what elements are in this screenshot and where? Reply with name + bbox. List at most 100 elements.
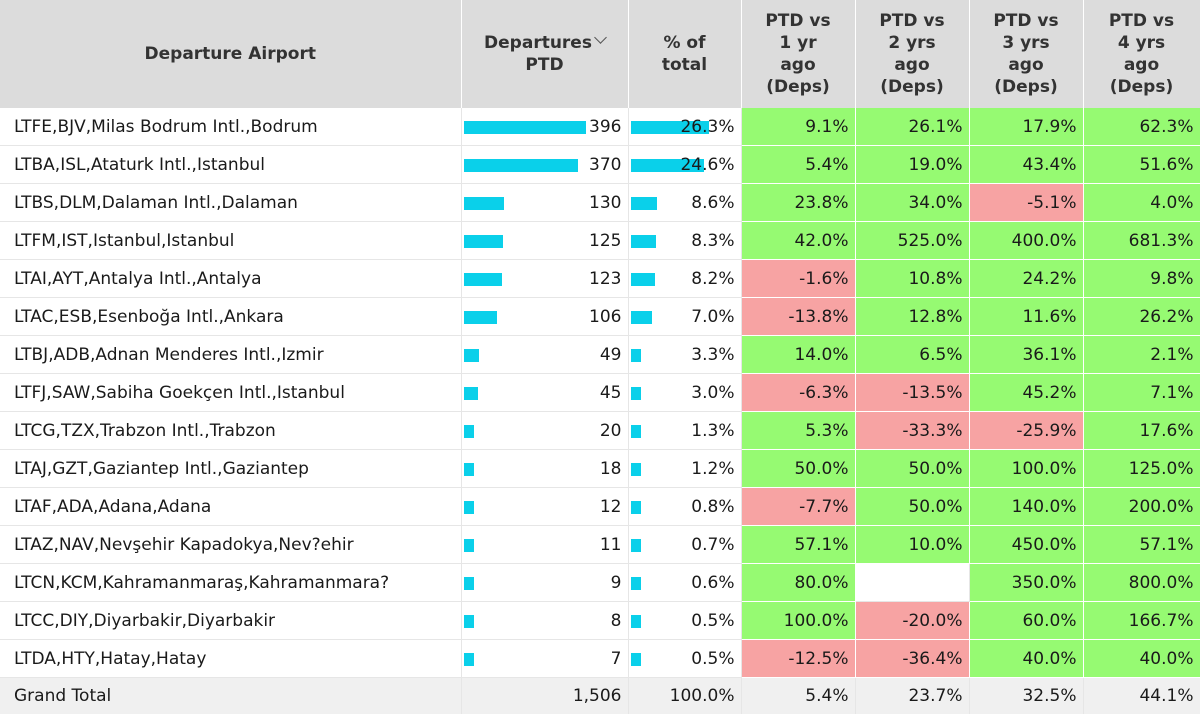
pct-total-bar xyxy=(631,501,641,514)
ptd-vs3-cell: 140.0% xyxy=(969,488,1083,526)
airport-cell: LTBJ,ADB,Adnan Menderes Intl.,Izmir xyxy=(0,336,461,374)
ptd-vs2-cell: 19.0% xyxy=(855,146,969,184)
grand-total-label: Grand Total xyxy=(0,678,461,714)
pct-total-value: 3.3% xyxy=(691,345,734,365)
ptd-vs2-cell: 50.0% xyxy=(855,488,969,526)
pct-total-cell: 1.2% xyxy=(628,450,741,488)
departures-value: 12 xyxy=(600,497,622,517)
departures-value: 49 xyxy=(600,345,622,365)
pct-total-value: 1.3% xyxy=(691,421,734,441)
ptd-vs3-cell: 11.6% xyxy=(969,298,1083,336)
ptd-vs4-cell: 17.6% xyxy=(1083,412,1200,450)
departures-cell: 8 xyxy=(461,602,628,640)
ptd-vs2-cell: 12.8% xyxy=(855,298,969,336)
departures-value: 370 xyxy=(589,155,621,175)
departures-bar xyxy=(464,159,578,172)
departures-value: 396 xyxy=(589,117,621,137)
pct-total-bar xyxy=(631,615,641,628)
grand-total-vs2: 23.7% xyxy=(855,678,969,714)
departures-bar xyxy=(464,463,474,476)
ptd-vs1-cell: 50.0% xyxy=(741,450,855,488)
pct-total-bar xyxy=(631,425,641,438)
departures-bar xyxy=(464,577,474,590)
header-departure-airport[interactable]: Departure Airport xyxy=(0,0,461,108)
departures-value: 45 xyxy=(600,383,622,403)
pct-total-cell: 26.3% xyxy=(628,108,741,146)
ptd-vs1-cell: 23.8% xyxy=(741,184,855,222)
ptd-vs3-cell: -5.1% xyxy=(969,184,1083,222)
ptd-vs2-cell: 10.8% xyxy=(855,260,969,298)
header-departures-ptd[interactable]: Departures PTD xyxy=(461,0,628,108)
ptd-vs3-cell: -25.9% xyxy=(969,412,1083,450)
departures-bar xyxy=(464,653,474,666)
pct-total-value: 0.8% xyxy=(691,497,734,517)
ptd-vs4-cell: 62.3% xyxy=(1083,108,1200,146)
ptd-vs2-cell: 34.0% xyxy=(855,184,969,222)
ptd-vs4-cell: 800.0% xyxy=(1083,564,1200,602)
pct-total-bar xyxy=(631,577,641,590)
departures-cell: 11 xyxy=(461,526,628,564)
departures-cell: 45 xyxy=(461,374,628,412)
airport-cell: LTDA,HTY,Hatay,Hatay xyxy=(0,640,461,678)
ptd-vs1-cell: 57.1% xyxy=(741,526,855,564)
ptd-vs1-cell: -6.3% xyxy=(741,374,855,412)
pct-total-cell: 3.0% xyxy=(628,374,741,412)
ptd-vs2-cell: 10.0% xyxy=(855,526,969,564)
pct-total-value: 8.2% xyxy=(691,269,734,289)
ptd-vs1-cell: 9.1% xyxy=(741,108,855,146)
table-row[interactable]: LTBJ,ADB,Adnan Menderes Intl.,Izmir 49 3.3… xyxy=(0,336,1200,374)
departures-bar xyxy=(464,501,474,514)
pct-total-cell: 0.8% xyxy=(628,488,741,526)
departures-cell: 9 xyxy=(461,564,628,602)
grand-total-vs4: 44.1% xyxy=(1083,678,1200,714)
header-pct-total[interactable]: % of total xyxy=(628,0,741,108)
departures-value: 8 xyxy=(611,611,622,631)
ptd-vs3-cell: 100.0% xyxy=(969,450,1083,488)
pct-total-bar xyxy=(631,349,641,362)
ptd-vs3-cell: 17.9% xyxy=(969,108,1083,146)
ptd-vs3-cell: 40.0% xyxy=(969,640,1083,678)
departures-bar xyxy=(464,425,474,438)
departures-bar xyxy=(464,387,478,400)
departures-value: 123 xyxy=(589,269,621,289)
departures-cell: 370 xyxy=(461,146,628,184)
departures-cell: 49 xyxy=(461,336,628,374)
ptd-vs1-cell: 5.4% xyxy=(741,146,855,184)
ptd-vs4-cell: 200.0% xyxy=(1083,488,1200,526)
ptd-vs1-cell: 80.0% xyxy=(741,564,855,602)
ptd-vs4-cell: 4.0% xyxy=(1083,184,1200,222)
airport-cell: LTFJ,SAW,Sabiha Goekçen Intl.,Istanbul xyxy=(0,374,461,412)
ptd-vs4-cell: 125.0% xyxy=(1083,450,1200,488)
pct-total-value: 0.5% xyxy=(691,611,734,631)
pct-total-value: 7.0% xyxy=(691,307,734,327)
ptd-vs4-cell: 166.7% xyxy=(1083,602,1200,640)
pct-total-value: 1.2% xyxy=(691,459,734,479)
ptd-vs3-cell: 60.0% xyxy=(969,602,1083,640)
ptd-vs4-cell: 7.1% xyxy=(1083,374,1200,412)
sort-descending-icon[interactable] xyxy=(594,31,607,44)
pct-total-bar xyxy=(631,653,641,666)
pct-total-value: 3.0% xyxy=(691,383,734,403)
pct-total-cell: 8.3% xyxy=(628,222,741,260)
table-row[interactable]: LTFJ,SAW,Sabiha Goekçen Intl.,Istanbul 45… xyxy=(0,374,1200,412)
pct-total-value: 0.7% xyxy=(691,535,734,555)
grand-total-vs3: 32.5% xyxy=(969,678,1083,714)
